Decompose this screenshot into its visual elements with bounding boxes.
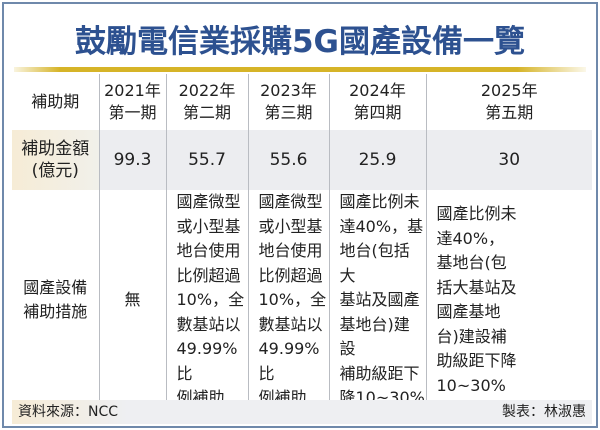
subsidy-table: 補助期 2021年 第一期 2022年 第二期 2023年 第三期 2024年 第四期 …	[12, 74, 592, 411]
measure-cell-2023: 國產微型 或小型基 地台使用 比例超過 10%，全 數基站以 49.99%比 例…	[247, 190, 329, 411]
table-row-amount: 補助金額 (億元) 99.3 55.7 55.6 25.9 30	[12, 130, 592, 190]
measure-cell-2024: 國產比例未 達40%，基 地台(包括大 基站及國產 基地台)建設 補助級距下 降…	[328, 190, 426, 411]
header-label-cell: 補助期	[31, 92, 80, 111]
page-title: 鼓勵電信業採購5G國產設備一覽	[74, 24, 525, 60]
amount-cell-2022: 55.7	[165, 130, 248, 190]
amount-cell-2021: 99.3	[98, 130, 166, 190]
header-cell-2023: 2023年 第三期	[247, 74, 329, 130]
table-header-row: 補助期 2021年 第一期 2022年 第二期 2023年 第三期 2024年 第四期 …	[12, 74, 592, 130]
amount-cell-2023: 55.6	[247, 130, 329, 190]
title-divider	[14, 67, 586, 72]
amount-label-cell: 補助金額 (億元)	[12, 130, 99, 190]
measure-cell-2021: 無	[98, 190, 166, 411]
header-cell-2025: 2025年 第五期	[425, 74, 592, 130]
measure-cell-2025: 國產比例未 達40%， 基地台(包 括大基站及 國產基地 台)建設補 助級距下降…	[425, 190, 592, 411]
amount-cell-2025: 30	[425, 130, 592, 190]
header-cell-2021: 2021年 第一期	[98, 74, 166, 130]
header-cell-2022: 2022年 第二期	[165, 74, 248, 130]
footer-bar: 資料來源：NCC 製表：林淑惠	[12, 400, 592, 424]
table-row-measures: 國產設備 補助措施 無 國產微型 或小型基 地台使用 比例超過 10%，全 數基站…	[12, 190, 592, 411]
measure-cell-2022: 國產微型 或小型基 地台使用 比例超過 10%，全 數基站以 49.99%比 例…	[165, 190, 248, 411]
header-cell-2024: 2024年 第四期	[328, 74, 426, 130]
credit-note: 製表：林淑惠	[502, 404, 586, 420]
measure-label-cell: 國產設備 補助措施	[23, 277, 88, 322]
amount-cell-2024: 25.9	[328, 130, 426, 190]
source-note: 資料來源：NCC	[18, 404, 119, 420]
